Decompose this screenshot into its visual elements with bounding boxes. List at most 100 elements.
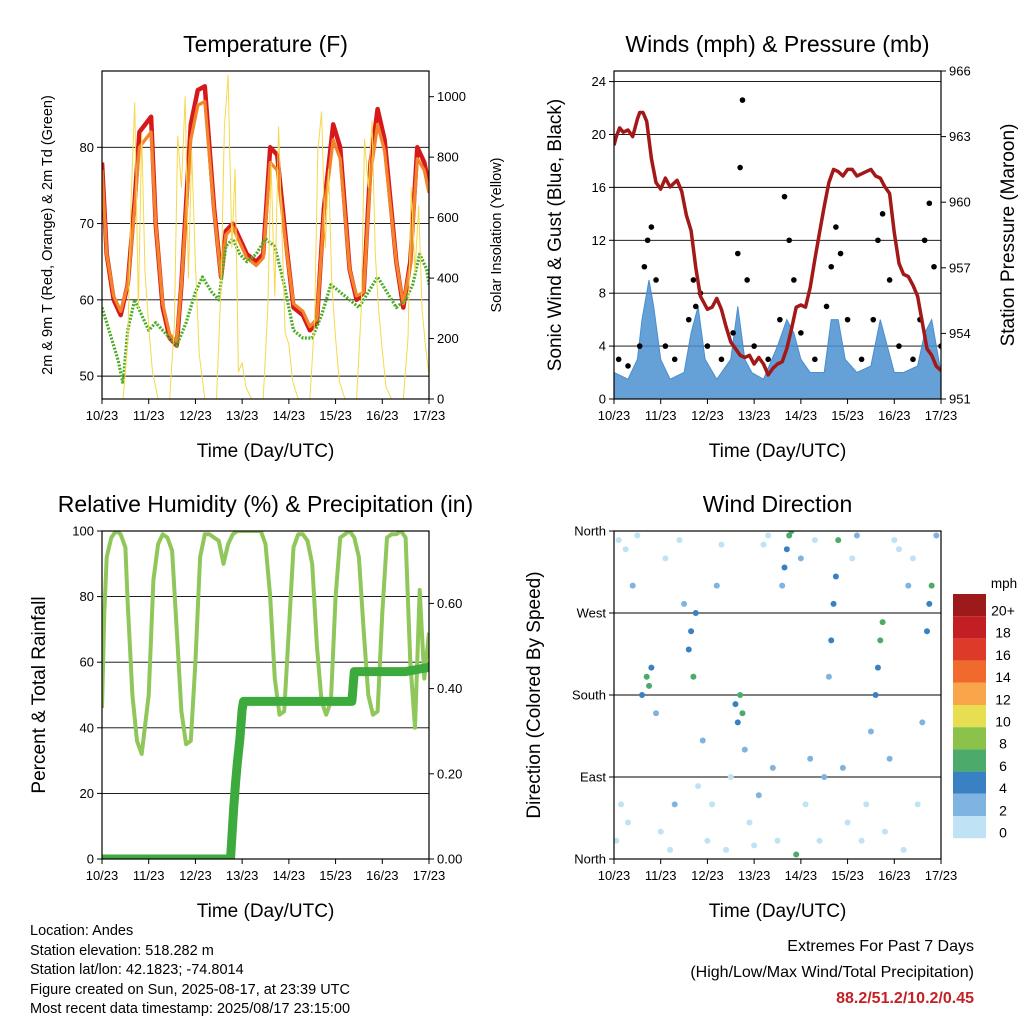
direction-point xyxy=(769,764,776,771)
panel4-x-tick-label: 12/23 xyxy=(691,868,724,883)
gust-point xyxy=(886,277,893,283)
direction-point xyxy=(662,555,669,562)
series-precip xyxy=(102,662,429,859)
extremes-title: Extremes For Past 7 Days xyxy=(787,938,974,955)
colorbar-label: 4 xyxy=(999,780,1007,796)
panel3-y-tick-label: 100 xyxy=(72,524,94,539)
created-text: Figure created on Sun, 2025-08-17, at 23… xyxy=(30,981,350,998)
direction-point xyxy=(618,801,625,808)
series-wind xyxy=(614,279,941,399)
direction-point xyxy=(909,555,916,562)
direction-point xyxy=(830,600,837,607)
direction-point xyxy=(741,746,748,753)
panel4-x-tick-label: 15/23 xyxy=(831,868,864,883)
direction-point xyxy=(839,764,846,771)
gust-point xyxy=(690,277,697,283)
direction-point xyxy=(807,755,814,762)
location-text: Location: Andes xyxy=(30,923,134,939)
panel4-x-tick-label: 16/23 xyxy=(878,868,911,883)
panel2-y2-tick-label: 957 xyxy=(949,260,971,275)
gust-point xyxy=(692,303,699,310)
panel3-y2-tick-label: 0.00 xyxy=(437,852,462,867)
direction-point xyxy=(879,619,886,626)
extremes-values: 88.2/51.2/10.2/0.45 xyxy=(836,990,974,1007)
panel3-x-tick-label: 11/23 xyxy=(133,868,165,883)
panel2-x-axis-label: Time (Day/UTC) xyxy=(709,441,847,462)
direction-point xyxy=(639,692,646,698)
panel2-x-tick-label: 15/23 xyxy=(831,408,864,423)
direction-point xyxy=(926,600,933,607)
direction-point xyxy=(914,801,921,808)
gust-point xyxy=(739,97,746,103)
direction-point xyxy=(622,546,629,553)
direction-point xyxy=(900,846,907,853)
panel1-y2-axis-label: Solar Insolation (Yellow) xyxy=(489,157,505,312)
gust-point xyxy=(833,224,839,230)
panel1-x-tick-label: 14/23 xyxy=(273,408,306,423)
direction-point xyxy=(737,692,744,698)
direction-point xyxy=(793,851,800,858)
direction-point xyxy=(685,646,692,653)
gust-point xyxy=(879,211,886,217)
series-td xyxy=(102,237,429,386)
direction-point xyxy=(816,837,823,844)
direction-point xyxy=(811,537,818,544)
panel3-x-tick-label: 12/23 xyxy=(179,868,212,883)
panel1-x-tick-label: 15/23 xyxy=(319,408,352,423)
gust-point xyxy=(837,250,844,257)
gust-point xyxy=(625,363,631,369)
panel1-y-tick-label: 80 xyxy=(80,140,94,155)
extremes-box: Extremes For Past 7 Days (High/Low/Max W… xyxy=(690,934,974,1012)
panel2-y-tick-label: 4 xyxy=(599,339,606,354)
direction-point xyxy=(734,719,741,726)
direction-point xyxy=(646,682,653,689)
panel4-y-tick-label: North xyxy=(574,524,606,539)
gust-point xyxy=(823,303,830,310)
panel4-y-tick-label: West xyxy=(577,606,607,621)
direction-point xyxy=(732,701,739,708)
panel1-series-group xyxy=(102,75,429,399)
panel2-y2-tick-label: 966 xyxy=(949,64,971,79)
panel3-y-tick-label: 40 xyxy=(80,720,94,735)
colorbar-swatch xyxy=(953,594,986,617)
station-info: Location: Andes Station elevation: 518.2… xyxy=(30,922,350,1020)
panel3-series-group xyxy=(102,531,429,859)
colorbar-swatch xyxy=(953,705,986,728)
colorbar-label: 0 xyxy=(999,825,1007,841)
panel2-y-tick-label: 8 xyxy=(599,286,606,301)
gust-point xyxy=(777,316,783,323)
direction-point xyxy=(779,582,786,589)
panel3-y-tick-label: 0 xyxy=(87,852,94,867)
direction-point xyxy=(727,774,734,780)
direction-point xyxy=(765,532,772,539)
direction-point xyxy=(923,628,930,635)
direction-point xyxy=(821,774,828,780)
panel2-y-tick-label: 20 xyxy=(592,127,606,142)
direction-point xyxy=(874,664,881,671)
panel2-y-tick-label: 24 xyxy=(592,74,606,89)
direction-point xyxy=(643,673,650,680)
panel1-y2-tick-label: 0 xyxy=(437,392,444,407)
elevation-text: Station elevation: 518.282 m xyxy=(30,942,214,959)
direction-point xyxy=(614,837,620,844)
panel1-x-axis-label: Time (Day/UTC) xyxy=(197,441,335,462)
gust-point xyxy=(931,263,937,270)
panel3-x-tick-label: 14/23 xyxy=(273,868,306,883)
direction-point xyxy=(671,801,678,808)
gust-point xyxy=(926,200,933,207)
panel3-y-axis-label: Percent & Total Rainfall xyxy=(29,596,50,793)
gust-point xyxy=(648,224,655,230)
panel3-title: Relative Humidity (%) & Precipitation (i… xyxy=(58,491,473,517)
colorbar-label: 16 xyxy=(995,647,1011,663)
panel2-frame xyxy=(613,70,942,400)
direction-point xyxy=(844,819,851,826)
direction-point xyxy=(858,837,865,844)
gust-point xyxy=(938,343,941,349)
panel4-y-axis-label: Direction (Colored By Speed) xyxy=(524,571,545,818)
gust-point xyxy=(875,237,881,244)
gust-point xyxy=(765,356,771,363)
direction-point xyxy=(872,692,879,698)
direction-point xyxy=(739,710,746,717)
panel2-title: Winds (mph) & Pressure (mb) xyxy=(625,31,929,57)
panel3-x-tick-label: 10/23 xyxy=(86,868,119,883)
